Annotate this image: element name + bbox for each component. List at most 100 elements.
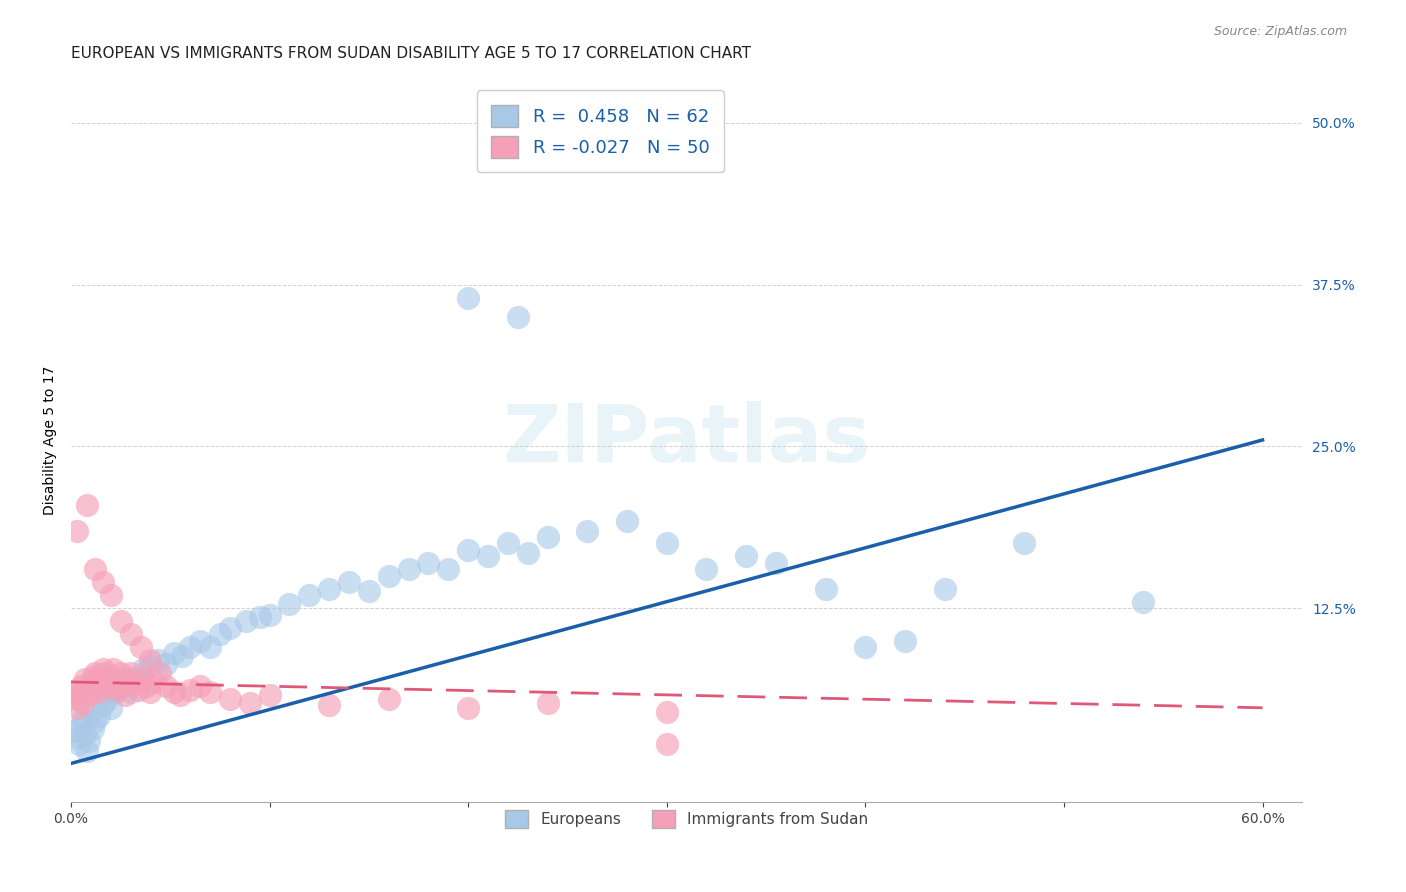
Point [83,665,105,680]
Point [437,562,460,576]
Point [83,714,105,728]
Text: EUROPEAN VS IMMIGRANTS FROM SUDAN DISABILITY AGE 5 TO 17 CORRELATION CHART: EUROPEAN VS IMMIGRANTS FROM SUDAN DISABI… [72,46,751,62]
Point [765,556,787,570]
Point [73,727,96,741]
Point [143,674,166,689]
Point [80,705,103,719]
Point [278,597,301,611]
Point [129,640,152,654]
Point [235,614,257,628]
Point [67,737,90,751]
Point [179,640,201,654]
Point [91,698,114,713]
Point [73,673,96,687]
Point [120,685,142,699]
Point [86,679,108,693]
Point [536,696,558,710]
Point [87,708,110,723]
Point [105,682,128,697]
Point [135,679,157,693]
Point [536,530,558,544]
Point [218,621,240,635]
Point [934,582,956,596]
Point [457,701,479,715]
Point [249,610,271,624]
Point [655,737,678,751]
Point [735,549,758,564]
Point [576,524,599,538]
Point [120,665,142,680]
Point [139,685,162,699]
Point [155,657,177,671]
Point [115,673,138,687]
Point [506,310,529,324]
Point [77,734,100,748]
Point [66,731,89,745]
Point [894,633,917,648]
Point [125,670,148,684]
Point [398,562,420,576]
Point [259,688,281,702]
Point [198,640,221,654]
Point [457,543,479,558]
Point [1132,595,1154,609]
Point [131,662,153,676]
Point [96,679,118,693]
Point [148,653,170,667]
Point [516,545,538,559]
Point [1012,536,1035,550]
Point [94,665,117,680]
Point [131,673,153,687]
Point [198,685,221,699]
Legend: Europeans, Immigrants from Sudan: Europeans, Immigrants from Sudan [499,804,875,835]
Point [104,673,127,687]
Point [70,717,93,731]
Point [90,673,112,687]
Point [96,691,118,706]
Point [169,688,191,702]
Point [814,582,837,596]
Text: ZIPatlas: ZIPatlas [502,401,870,479]
Point [172,648,194,663]
Point [655,536,678,550]
Point [377,569,399,583]
Point [100,588,122,602]
Point [66,701,89,715]
Point [66,524,89,538]
Point [139,659,162,673]
Point [457,291,479,305]
Point [616,515,638,529]
Point [124,674,146,689]
Point [107,674,129,689]
Point [83,562,105,576]
Point [853,640,876,654]
Point [91,575,114,590]
Point [188,633,211,648]
Point [163,647,186,661]
Point [110,665,132,680]
Point [100,670,122,684]
Point [76,498,98,512]
Y-axis label: Disability Age 5 to 17: Disability Age 5 to 17 [44,366,58,515]
Point [377,691,399,706]
Point [100,701,122,715]
Point [418,556,440,570]
Point [298,588,321,602]
Point [82,670,104,684]
Point [62,685,84,699]
Point [218,691,240,706]
Point [67,688,90,702]
Point [259,607,281,622]
Point [87,685,110,699]
Point [655,705,678,719]
Point [72,711,94,725]
Point [91,662,114,676]
Point [101,662,124,676]
Point [97,674,120,689]
Point [477,549,499,564]
Point [76,743,98,757]
Point [120,627,142,641]
Point [80,674,103,689]
Point [63,691,86,706]
Point [110,679,132,693]
